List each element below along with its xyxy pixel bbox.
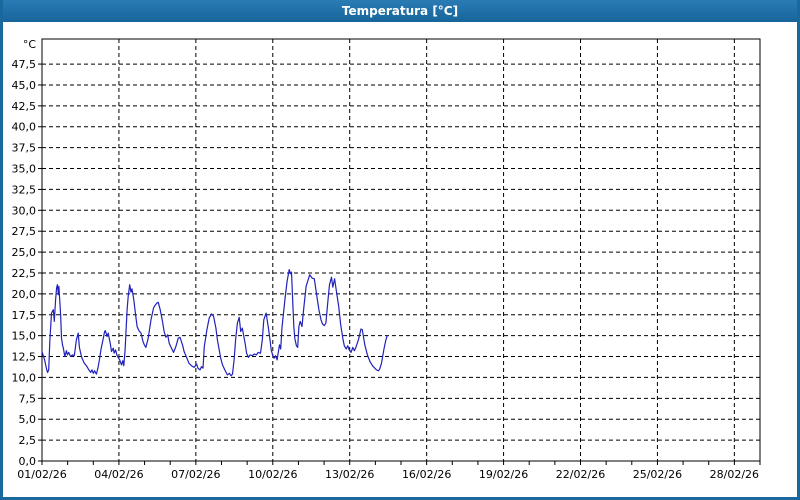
y-axis-tick-label: 25,0 — [12, 246, 37, 259]
x-axis-tick-label: 13/02/26 — [325, 468, 374, 481]
y-axis-tick-label: 20,0 — [12, 288, 37, 301]
y-axis-tick-label: 30,0 — [12, 204, 37, 217]
y-axis-tick-label: 7,5 — [19, 392, 37, 405]
y-axis-tick-label: 0,0 — [19, 455, 37, 468]
y-axis-unit-label: °C — [23, 38, 37, 51]
y-axis-tick-label: 35,0 — [12, 163, 37, 176]
y-axis-tick-label: 27,5 — [12, 225, 37, 238]
y-axis-tick-label: 10,0 — [12, 371, 37, 384]
x-axis-tick-label: 04/02/26 — [94, 468, 143, 481]
y-axis-tick-label: 37,5 — [12, 142, 37, 155]
title-bar[interactable]: Temperatura [°C] — [3, 0, 797, 22]
y-axis-tick-label: 47,5 — [12, 58, 37, 71]
x-axis-tick-label: 25/02/26 — [633, 468, 682, 481]
y-axis-tick-label: 40,0 — [12, 121, 37, 134]
x-axis-tick-label: 19/02/26 — [479, 468, 528, 481]
plot-border — [41, 38, 761, 462]
y-axis-tick-label: 32,5 — [12, 183, 37, 196]
y-axis-tick-label: 42,5 — [12, 100, 37, 113]
y-axis-tick-label: 5,0 — [19, 413, 37, 426]
x-axis-tick-label: 10/02/26 — [248, 468, 297, 481]
y-axis-tick-label: 15,0 — [12, 330, 37, 343]
x-axis-tick-label: 16/02/26 — [402, 468, 451, 481]
y-axis-tick-label: 17,5 — [12, 309, 37, 322]
x-axis-tick-label: 07/02/26 — [171, 468, 220, 481]
window-title: Temperatura [°C] — [341, 4, 459, 18]
temperature-series-line — [41, 269, 388, 377]
y-axis-tick-label: 2,5 — [19, 434, 37, 447]
y-axis-tick-label: 45,0 — [12, 79, 37, 92]
x-axis-tick-label: 22/02/26 — [556, 468, 605, 481]
x-axis-tick-label: 01/02/26 — [17, 468, 66, 481]
x-axis-tick-label: 28/02/26 — [710, 468, 759, 481]
y-axis-tick-label: 22,5 — [12, 267, 37, 280]
y-axis-tick-label: 12,5 — [12, 351, 37, 364]
